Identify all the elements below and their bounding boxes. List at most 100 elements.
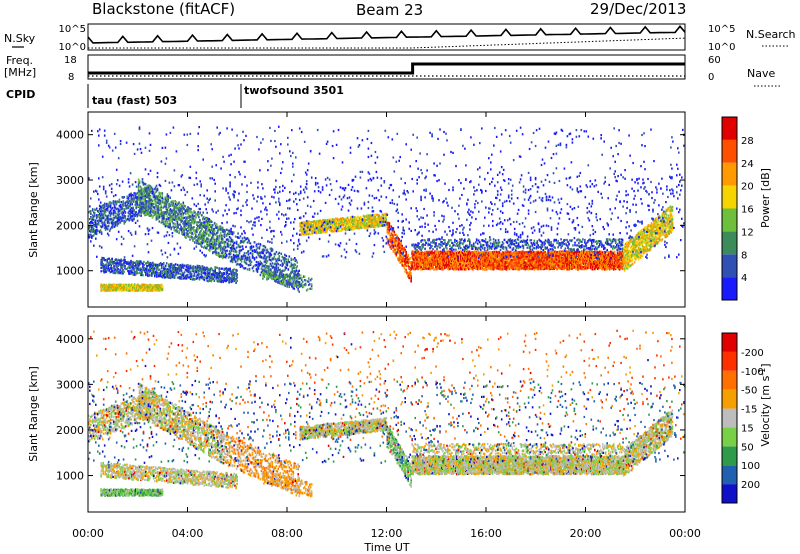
power-cell — [163, 263, 165, 265]
power-cell — [128, 215, 130, 217]
power-cell — [214, 276, 216, 278]
power-cell — [162, 271, 164, 273]
power-cell — [98, 223, 100, 225]
power-cell — [96, 208, 98, 210]
station-title: Blackstone (fitACF) — [92, 0, 235, 18]
power-cell — [190, 271, 192, 273]
power-cell — [165, 265, 167, 267]
power-cell — [141, 188, 143, 190]
power-cell — [214, 280, 216, 282]
power-cell — [178, 272, 180, 274]
power-cell — [101, 208, 103, 210]
power-cell — [140, 215, 142, 217]
power-cell — [175, 263, 177, 265]
power-cell — [193, 265, 195, 267]
power-cell — [135, 207, 137, 209]
power-cell — [199, 278, 201, 280]
power-cell — [191, 273, 193, 275]
power-cell — [106, 261, 108, 263]
power-cell — [233, 275, 235, 277]
power-cell — [162, 286, 164, 288]
power-cell — [131, 269, 133, 271]
power-cell — [124, 208, 126, 210]
power-cell — [181, 270, 183, 272]
power-cell — [104, 259, 106, 261]
power-cell — [138, 214, 140, 216]
power-cell — [226, 279, 228, 281]
power-cell — [108, 206, 110, 208]
power-cell — [119, 199, 121, 201]
nsky-line — [88, 26, 685, 43]
power-cell — [135, 264, 137, 266]
power-cell — [214, 270, 216, 272]
power-cell — [117, 268, 119, 270]
power-cell — [125, 217, 127, 219]
power-cell — [194, 275, 196, 277]
power-cell — [89, 236, 91, 238]
power-cell — [112, 207, 114, 209]
date-title: 29/Dec/2013 — [590, 0, 686, 18]
power-cell — [124, 259, 126, 261]
power-cell — [191, 276, 193, 278]
power-cell — [100, 229, 102, 231]
power-cell — [111, 269, 113, 271]
power-cell — [112, 225, 114, 227]
power-cell — [108, 214, 110, 216]
power-cell — [98, 211, 100, 213]
cpid-mode-1: tau (fast) 503 — [92, 94, 177, 107]
power-cell — [218, 267, 220, 269]
power-cell — [96, 226, 98, 228]
power-cell — [196, 271, 198, 273]
power-cell — [111, 258, 113, 260]
power-cell — [141, 272, 143, 274]
power-cell — [226, 272, 228, 274]
power-cell — [145, 272, 147, 274]
power-cell — [117, 225, 119, 227]
power-cell — [100, 270, 102, 272]
power-cell — [123, 201, 125, 203]
power-cell — [228, 280, 230, 282]
power-cell — [223, 272, 225, 274]
power-cell — [233, 268, 235, 270]
power-cell — [235, 282, 237, 284]
power-cell — [161, 267, 163, 269]
freq-tick-top: 18 — [64, 55, 77, 66]
power-cell — [204, 279, 206, 281]
power-cell — [109, 222, 111, 224]
power-cell — [133, 218, 135, 220]
beam-title: Beam 23 — [356, 1, 423, 19]
power-cell — [231, 280, 233, 282]
power-cell — [176, 273, 178, 275]
power-cell — [93, 219, 95, 221]
power-cell — [162, 289, 164, 291]
power-cell — [236, 273, 238, 275]
power-cell — [204, 276, 206, 278]
power-cell — [125, 215, 127, 217]
power-cell — [221, 268, 223, 270]
power-cell — [167, 274, 169, 276]
power-cell — [119, 269, 121, 271]
power-cell — [107, 267, 109, 269]
power-cell — [194, 279, 196, 281]
power-cell — [108, 219, 110, 221]
power-cell — [119, 213, 121, 215]
power-cell — [140, 211, 142, 213]
power-cell — [90, 217, 92, 219]
power-cell — [186, 277, 188, 279]
power-cell — [138, 211, 140, 213]
power-cell — [115, 271, 117, 273]
cpid-mode-2: twofsound 3501 — [244, 84, 344, 97]
power-cell — [135, 211, 137, 213]
power-cell — [110, 205, 112, 207]
power-cell — [125, 211, 127, 213]
power-heatmap — [88, 126, 685, 293]
power-cell — [197, 277, 199, 279]
power-cell — [124, 265, 126, 267]
nsky-tick-bottom: 10^0 — [59, 42, 86, 53]
power-cell — [95, 220, 97, 222]
power-cell — [228, 273, 230, 275]
power-cell — [137, 272, 139, 274]
nave-tick-top: 60 — [708, 55, 721, 66]
power-cell — [210, 271, 212, 273]
power-cell — [124, 196, 126, 198]
